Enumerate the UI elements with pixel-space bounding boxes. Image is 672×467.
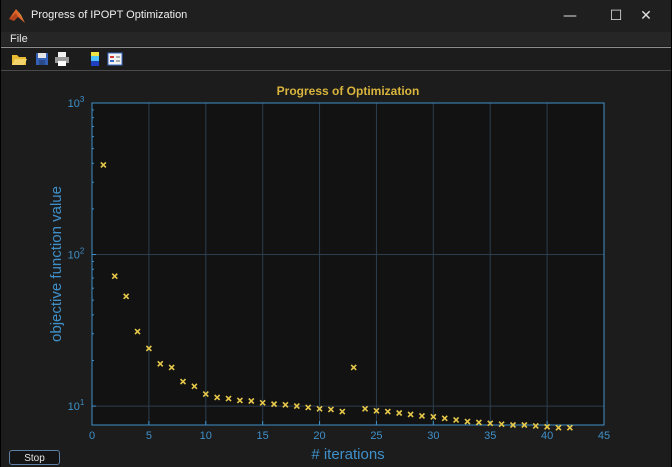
y-tick-label: 103 <box>68 95 85 110</box>
data-point-marker <box>487 420 494 427</box>
toolbar <box>1 48 671 70</box>
maximize-button[interactable]: ☐ <box>609 8 623 24</box>
data-point-marker <box>123 293 130 300</box>
data-point-marker <box>362 405 369 412</box>
data-point-marker <box>179 378 187 385</box>
x-tick-label: 5 <box>146 430 152 442</box>
grid-lines <box>91 102 605 425</box>
data-point-marker <box>270 401 278 408</box>
data-point-marker <box>464 418 471 425</box>
chart-title: Progress of Optimization <box>277 84 420 98</box>
x-axis-label: # iterations <box>311 446 384 463</box>
x-tick-label: 35 <box>484 430 496 442</box>
data-point-marker <box>134 328 141 335</box>
data-point-marker <box>373 407 380 414</box>
data-point-marker <box>555 424 562 431</box>
minimize-button[interactable]: — <box>563 8 577 24</box>
x-tick-label: 45 <box>598 430 610 442</box>
window-title: Progress of IPOPT Optimization <box>31 9 188 21</box>
legend-icon[interactable] <box>107 51 123 67</box>
x-tick-label: 25 <box>370 430 382 442</box>
data-point-marker <box>396 409 403 417</box>
data-point-marker <box>214 394 221 401</box>
data-point-marker <box>191 383 198 390</box>
data-point-marker <box>248 397 255 405</box>
data-point-marker <box>327 406 334 413</box>
matlab-logo-icon <box>9 9 25 23</box>
x-tick-label: 0 <box>89 430 95 442</box>
data-markers <box>100 161 573 431</box>
data-point-marker <box>430 413 437 420</box>
print-icon[interactable] <box>54 51 70 67</box>
data-point-marker <box>475 419 482 426</box>
data-point-marker <box>157 360 164 367</box>
data-point-marker <box>544 423 551 430</box>
data-point-marker <box>316 405 323 412</box>
data-point-marker <box>441 415 448 422</box>
data-point-marker <box>453 416 460 424</box>
save-icon[interactable] <box>34 51 50 67</box>
data-point-marker <box>566 424 573 431</box>
data-point-marker <box>202 391 209 398</box>
menu-divider <box>1 47 671 48</box>
x-tick-label: 10 <box>200 430 212 442</box>
data-point-marker <box>145 345 152 352</box>
data-point-marker <box>407 411 414 418</box>
x-tick-labels: 0 5 10 15 20 25 30 35 40 45 <box>89 430 610 442</box>
data-point-marker <box>498 421 505 428</box>
menu-bar: File <box>1 32 671 46</box>
y-tick-label: 101 <box>68 398 85 413</box>
data-point-marker <box>225 395 232 402</box>
axes-background <box>92 103 604 425</box>
data-point-marker <box>384 408 391 415</box>
data-point-marker <box>532 422 539 429</box>
open-folder-icon[interactable] <box>11 51 27 67</box>
data-point-marker <box>418 412 426 420</box>
data-point-marker <box>236 397 243 404</box>
data-point-marker <box>305 404 312 411</box>
stop-button[interactable]: Stop <box>9 450 60 465</box>
title-bar[interactable]: Progress of IPOPT Optimization — ☐ ✕ <box>1 0 671 32</box>
axes-frame <box>91 102 605 426</box>
data-point-marker <box>100 161 107 169</box>
data-point-marker <box>350 364 357 371</box>
data-point-marker <box>521 421 528 429</box>
close-button[interactable]: ✕ <box>640 8 652 24</box>
menu-file[interactable]: File <box>10 33 28 45</box>
colorbar-icon[interactable] <box>87 51 103 67</box>
data-point-marker <box>168 364 175 371</box>
x-tick-label: 20 <box>313 430 325 442</box>
data-point-marker <box>111 273 118 280</box>
x-tick-label: 15 <box>257 430 269 442</box>
data-point-marker <box>259 399 266 406</box>
x-tick-label: 40 <box>541 430 553 442</box>
data-point-marker <box>282 401 289 408</box>
y-tick-label: 102 <box>68 247 85 262</box>
data-point-marker <box>509 421 517 429</box>
y-axis-label: objective function value <box>48 186 65 342</box>
data-point-marker <box>293 403 300 410</box>
toolbar-divider <box>1 70 671 71</box>
y-tick-labels: 101 102 103 <box>68 95 85 413</box>
data-point-marker <box>339 408 346 415</box>
x-tick-label: 30 <box>427 430 439 442</box>
